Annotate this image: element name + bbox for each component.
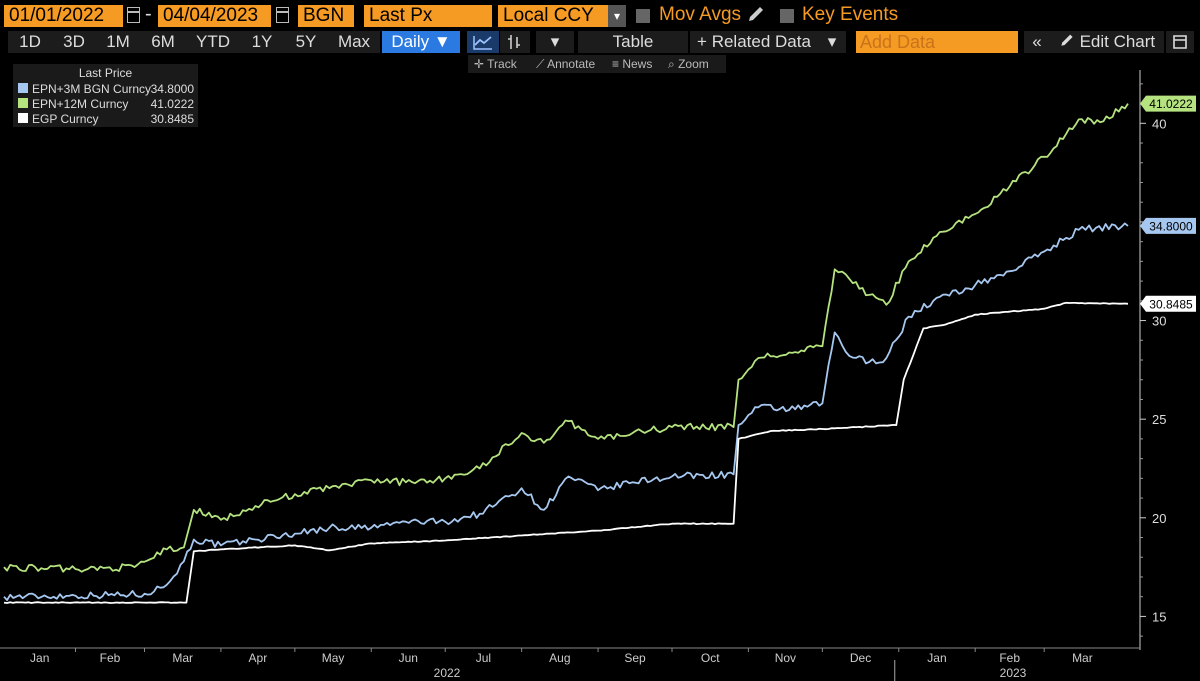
period-1y[interactable]: 1Y — [240, 31, 284, 53]
month-label: Jan — [927, 651, 946, 665]
y-tick-label: 25 — [1152, 412, 1166, 427]
track-tool[interactable]: ✛ Track — [474, 57, 517, 71]
price-field[interactable]: Last Px — [364, 5, 492, 27]
mov-avgs-checkbox[interactable] — [636, 9, 650, 23]
month-label: Sep — [624, 651, 646, 665]
last-value-label: 41.0222 — [1149, 97, 1193, 111]
month-label: Jul — [476, 651, 491, 665]
period-max[interactable]: Max — [328, 31, 380, 53]
y-tick-label: 15 — [1152, 609, 1166, 624]
last-value-box — [1140, 295, 1196, 312]
legend-swatch — [18, 83, 28, 93]
legend: Last Price EPN+3M BGN Curncy 34.8000 EPN… — [13, 64, 198, 127]
bar-chart-icon[interactable] — [500, 31, 530, 53]
key-events-checkbox[interactable] — [780, 9, 794, 23]
month-label: Aug — [549, 651, 570, 665]
collapse-icon[interactable]: « — [1024, 31, 1050, 53]
last-value-label: 30.8485 — [1149, 297, 1193, 311]
last-value-tag: 30.8485 — [1140, 295, 1196, 312]
series-line — [3, 222, 1129, 601]
mov-avgs-label[interactable]: Mov Avgs — [659, 4, 742, 25]
pencil-icon — [1061, 34, 1073, 46]
month-label: Mar — [172, 651, 193, 665]
chevron-down-icon[interactable]: ▾ — [536, 31, 574, 53]
period-6m[interactable]: 6M — [140, 31, 186, 53]
period-5y[interactable]: 5Y — [284, 31, 328, 53]
end-date-field[interactable]: 04/04/2023 — [158, 5, 271, 27]
calendar-icon[interactable] — [127, 7, 140, 23]
frequency-select[interactable]: Daily ▼ — [382, 31, 460, 53]
month-label: Apr — [249, 651, 268, 665]
year-label: 2022 — [434, 666, 461, 680]
chevron-down-icon[interactable]: ▾ — [608, 5, 626, 27]
series-line — [3, 103, 1129, 573]
month-label: Dec — [850, 651, 871, 665]
date-separator: - — [145, 3, 152, 25]
add-data-input[interactable]: Add Data — [856, 31, 1018, 53]
source-field[interactable]: BGN — [298, 5, 354, 27]
news-tool[interactable]: ≡ News — [612, 57, 653, 71]
last-value-tag: 34.8000 — [1140, 217, 1196, 234]
legend-entry: EGP Curncy 30.8485 — [18, 112, 194, 126]
legend-entry: EPN+12M Curncy 41.0222 — [18, 97, 194, 111]
series-line — [3, 301, 1129, 604]
y-tick-label: 30 — [1152, 314, 1166, 329]
legend-name: EGP Curncy — [32, 112, 99, 126]
start-date-field[interactable]: 01/01/2022 — [4, 5, 123, 27]
last-value-box — [1140, 217, 1196, 234]
last-value-tag: 41.0222 — [1140, 95, 1196, 112]
legend-swatch — [18, 113, 28, 123]
period-toolbar: 1D 3D 1M 6M YTD 1Y 5Y Max Daily ▼ ▾ Tabl… — [0, 30, 1200, 54]
chevron-down-icon[interactable]: ▾ — [818, 31, 846, 53]
top-toolbar: 01/01/2022 - 04/04/2023 BGN Last Px Loca… — [0, 0, 1200, 30]
legend-entry: EPN+3M BGN Curncy 34.8000 — [18, 82, 194, 96]
month-label: Jan — [30, 651, 49, 665]
last-value-box — [1140, 95, 1196, 112]
month-label: Nov — [775, 651, 796, 665]
edit-chart-button[interactable]: Edit Chart — [1050, 31, 1164, 53]
month-label: May — [322, 651, 345, 665]
line-chart-icon[interactable] — [467, 31, 499, 53]
zoom-tool[interactable]: ⌕ Zoom — [668, 57, 709, 71]
chart-tools: ✛ Track ⟋ Annotate ≡ News ⌕ Zoom — [468, 55, 726, 73]
annotate-tool[interactable]: ⟋ Annotate — [536, 57, 596, 71]
key-events-label[interactable]: Key Events — [802, 4, 899, 25]
edit-chart-label: Edit Chart — [1079, 32, 1156, 51]
period-1m[interactable]: 1M — [96, 31, 140, 53]
pencil-icon[interactable] — [746, 6, 766, 24]
month-label: Mar — [1072, 651, 1093, 665]
period-1d[interactable]: 1D — [8, 31, 52, 53]
month-label: Oct — [701, 651, 720, 665]
currency-select[interactable]: Local CCY — [498, 5, 608, 27]
y-tick-label: 20 — [1152, 511, 1166, 526]
related-data-button[interactable]: + Related Data — [690, 31, 818, 53]
table-button[interactable]: Table — [578, 31, 688, 53]
legend-value: 30.8485 — [150, 112, 194, 126]
y-tick-label: 40 — [1152, 116, 1166, 131]
legend-title: Last Price — [78, 66, 133, 80]
calendar-icon[interactable] — [276, 7, 289, 23]
legend-swatch — [18, 98, 28, 108]
month-label: Feb — [100, 651, 121, 665]
period-3d[interactable]: 3D — [52, 31, 96, 53]
month-label: Jun — [399, 651, 418, 665]
period-ytd[interactable]: YTD — [186, 31, 240, 53]
legend-value: 41.0222 — [150, 97, 194, 111]
legend-name: EPN+12M Curncy — [32, 97, 129, 111]
month-label: Feb — [999, 651, 1020, 665]
year-label: 2023 — [1000, 666, 1027, 680]
last-value-label: 34.8000 — [1149, 219, 1193, 233]
legend-name: EPN+3M BGN Curncy — [32, 82, 152, 96]
settings-icon[interactable] — [1166, 31, 1194, 53]
legend-value: 34.8000 — [150, 82, 194, 96]
